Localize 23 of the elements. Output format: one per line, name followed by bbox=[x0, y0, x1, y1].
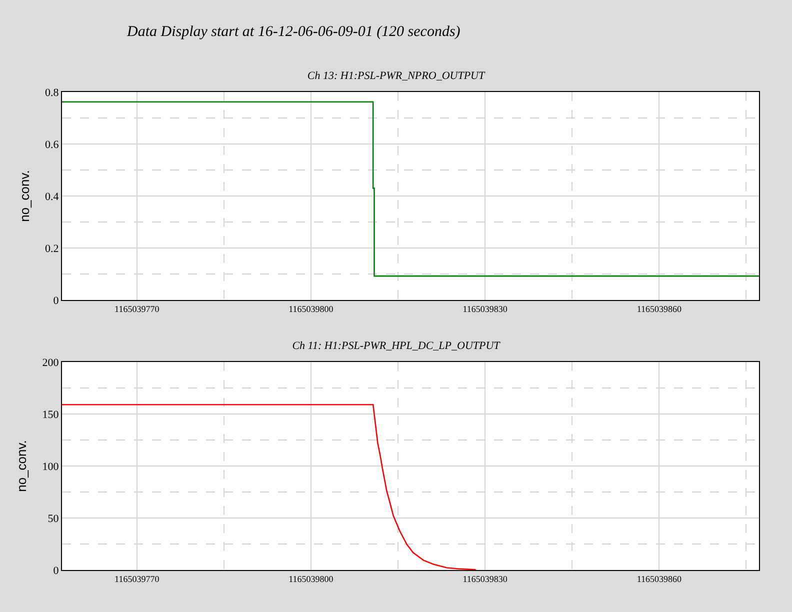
y-tick-label: 50 bbox=[48, 512, 60, 525]
y-axis-title: no_conv. bbox=[17, 170, 32, 222]
y-tick-label: 150 bbox=[42, 408, 60, 421]
y-tick-label: 0.8 bbox=[45, 86, 60, 99]
x-tick-label: 1165039830 bbox=[462, 574, 508, 584]
x-tick-label: 1165039770 bbox=[114, 304, 160, 314]
x-tick-label: 1165039830 bbox=[462, 304, 508, 314]
y-axis-title: no_conv. bbox=[14, 440, 30, 492]
y-tick-label: 0 bbox=[53, 294, 60, 307]
x-tick-label: 1165039770 bbox=[114, 574, 160, 584]
y-tick-label: 0.6 bbox=[45, 138, 60, 151]
y-tick-label: 0 bbox=[53, 564, 60, 577]
y-tick-label: 0.2 bbox=[45, 242, 59, 255]
x-tick-label: 1165039860 bbox=[636, 304, 682, 314]
y-tick-label: 100 bbox=[42, 460, 60, 473]
x-tick-label: 1165039800 bbox=[288, 304, 334, 314]
chart-title: Ch 11: H1:PSL-PWR_HPL_DC_LP_OUTPUT bbox=[292, 340, 501, 352]
y-tick-label: 200 bbox=[42, 356, 60, 369]
x-tick-label: 1165039860 bbox=[636, 574, 682, 584]
text: Data Display start at 16-12-06-06-09-01 (120 seconds) bbox=[127, 24, 460, 41]
chart-title: Ch 13: H1:PSL-PWR_NPRO_OUTPUT bbox=[307, 70, 486, 82]
y-tick-label: 0.4 bbox=[45, 190, 60, 203]
x-tick-label: 1165039800 bbox=[288, 574, 334, 584]
